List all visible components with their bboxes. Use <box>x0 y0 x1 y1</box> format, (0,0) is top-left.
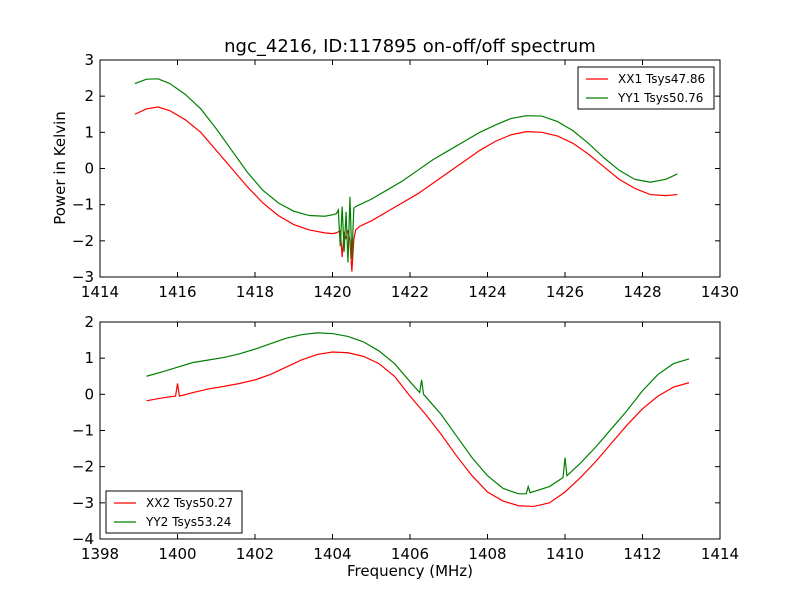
bottom-x-tick-label: 1404 <box>313 545 351 563</box>
top-x-tick-label: 1426 <box>546 283 584 301</box>
bottom-chart: Frequency (MHz) 1398 1400 1402 1404 1406 1408… <box>72 313 739 580</box>
bottom-x-tick-label: 1406 <box>391 545 429 563</box>
top-y-tick-label: 3 <box>84 51 94 69</box>
bottom-y-tick-label: 1 <box>84 349 94 367</box>
bottom-legend: XX2 Tsys50.27 YY2 Tsys53.24 <box>105 490 243 534</box>
top-y-tick-label: −3 <box>72 268 94 286</box>
top-series-line-2 <box>134 78 678 263</box>
bottom-y-tick-label: 0 <box>84 385 94 403</box>
top-chart-y-axis-label: Power in Kelvin <box>51 111 69 225</box>
top-x-tick-label: 1430 <box>701 283 739 301</box>
bottom-legend-label-2: YY2 Tsys53.24 <box>145 515 231 529</box>
bottom-series-line-2 <box>146 332 690 495</box>
bottom-legend-box <box>105 490 243 534</box>
top-chart: ngc_4216, ID:117895 on-off/off spectrum … <box>51 36 739 301</box>
top-y-tick-label: 1 <box>84 123 94 141</box>
bottom-y-tick-label: −1 <box>72 422 94 440</box>
bottom-y-tick-label: −3 <box>72 494 94 512</box>
top-legend: XX1 Tsys47.86 YY1 Tsys50.76 <box>577 66 715 110</box>
top-x-tick-label: 1424 <box>468 283 506 301</box>
bottom-x-tick-label: 1412 <box>623 545 661 563</box>
top-chart-title: ngc_4216, ID:117895 on-off/off spectrum <box>224 36 596 57</box>
bottom-plot-area: 1398 1400 1402 1404 1406 1408 1410 1412 1414 −4 −3… <box>72 313 739 563</box>
bottom-x-tick-label: 1400 <box>158 545 196 563</box>
bottom-x-tick-label: 1410 <box>546 545 584 563</box>
top-y-tick-label: −2 <box>72 232 94 250</box>
bottom-y-tick-label: −2 <box>72 458 94 476</box>
bottom-chart-x-axis-label: Frequency (MHz) <box>347 562 473 580</box>
top-x-tick-label: 1428 <box>623 283 661 301</box>
top-x-tick-label: 1414 <box>81 283 119 301</box>
top-x-tick-label: 1422 <box>391 283 429 301</box>
bottom-x-tick-label: 1408 <box>468 545 506 563</box>
top-x-tick-label: 1418 <box>236 283 274 301</box>
top-x-tick-label: 1416 <box>158 283 196 301</box>
bottom-x-tick-label: 1402 <box>236 545 274 563</box>
top-y-tick-label: 0 <box>84 160 94 178</box>
top-legend-label-1: XX1 Tsys47.86 <box>618 72 705 86</box>
top-plot-area: 1414 1416 1418 1420 1422 1424 1426 1428 1430 −3 −2… <box>72 51 739 301</box>
bottom-legend-label-1: XX2 Tsys50.27 <box>146 496 233 510</box>
top-x-tick-label: 1420 <box>313 283 351 301</box>
bottom-series-line-1 <box>146 351 690 508</box>
top-series-line-1 <box>134 106 678 272</box>
top-y-tick-label: −1 <box>72 196 94 214</box>
top-legend-label-2: YY1 Tsys50.76 <box>617 91 703 105</box>
bottom-x-tick-label: 1398 <box>81 545 119 563</box>
bottom-x-tick-label: 1414 <box>701 545 739 563</box>
top-legend-box <box>577 66 715 110</box>
bottom-y-tick-label: −4 <box>72 530 94 548</box>
bottom-y-tick-label: 2 <box>84 313 94 331</box>
top-y-tick-label: 2 <box>84 87 94 105</box>
